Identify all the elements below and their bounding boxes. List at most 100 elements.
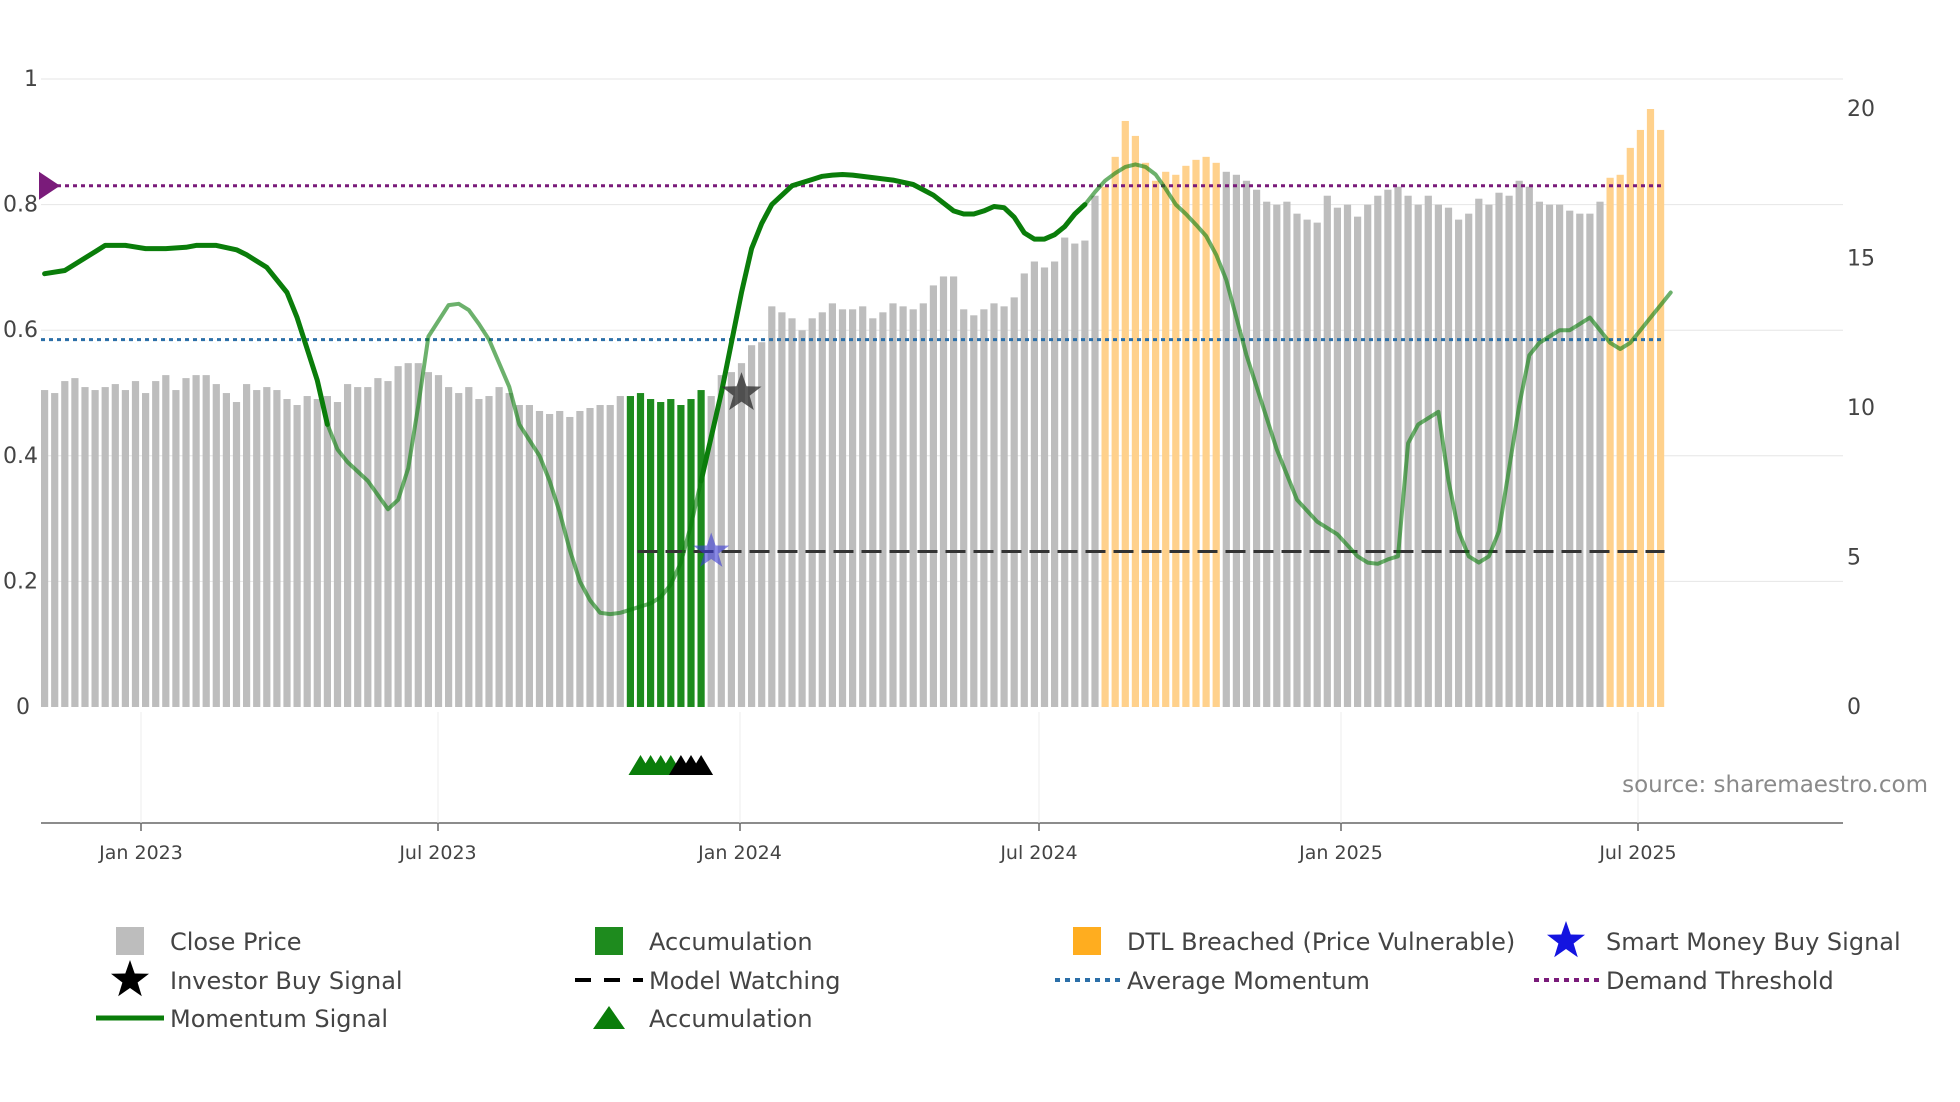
close-price-bar bbox=[1333, 207, 1341, 708]
legend-swatch-close-price bbox=[116, 927, 144, 955]
close-price-bar bbox=[849, 309, 857, 707]
close-price-bar bbox=[71, 378, 79, 707]
left-tick-label: 0.2 bbox=[3, 569, 38, 594]
legend-label: Model Watching bbox=[649, 967, 841, 995]
legend-label: DTL Breached (Price Vulnerable) bbox=[1127, 928, 1515, 956]
dtl-breached-bar bbox=[1182, 165, 1190, 707]
legend-item: DTL Breached (Price Vulnerable) bbox=[1073, 927, 1515, 956]
dtl-breached-bar bbox=[1172, 174, 1180, 707]
close-price-bar bbox=[929, 285, 937, 707]
close-price-bar bbox=[889, 303, 897, 707]
close-price-bar bbox=[1242, 180, 1251, 707]
dtl-breached-bar bbox=[1192, 159, 1200, 707]
close-price-bar bbox=[1374, 195, 1382, 707]
close-price-bar bbox=[950, 276, 958, 707]
x-tick-label: Jan 2025 bbox=[1298, 842, 1383, 864]
left-tick-label: 0.4 bbox=[3, 444, 38, 469]
close-price-bar bbox=[616, 396, 624, 707]
close-price-bar bbox=[1434, 204, 1442, 707]
close-price-bar bbox=[1313, 222, 1321, 707]
close-price-bar bbox=[344, 384, 352, 707]
close-price-bar bbox=[495, 387, 503, 707]
close-price-bar bbox=[131, 381, 140, 707]
close-price-bar bbox=[1061, 237, 1069, 707]
dtl-breached-bar bbox=[1657, 129, 1665, 707]
close-price-bar bbox=[505, 393, 513, 707]
close-price-bar bbox=[1424, 195, 1432, 707]
close-price-bar bbox=[232, 402, 241, 707]
close-price-bar bbox=[1232, 174, 1240, 707]
close-price-bar bbox=[879, 312, 887, 707]
close-price-bar bbox=[455, 393, 463, 707]
close-price-bar bbox=[525, 405, 533, 707]
close-price-bar bbox=[768, 306, 776, 707]
close-price-bar bbox=[394, 366, 402, 707]
close-price-bar bbox=[1475, 198, 1483, 707]
dtl-breached-bar bbox=[1646, 109, 1655, 707]
accumulation-bar bbox=[687, 399, 695, 707]
close-price-bar bbox=[1465, 213, 1473, 707]
close-price-bar bbox=[273, 390, 281, 707]
left-tick-label: 1 bbox=[24, 67, 38, 92]
accumulation-bar bbox=[657, 402, 665, 707]
close-price-bar bbox=[1020, 273, 1028, 707]
close-price-bar bbox=[919, 303, 927, 707]
close-price-bar bbox=[404, 363, 412, 707]
source-label: source: sharemaestro.com bbox=[1622, 772, 1928, 798]
close-price-bar bbox=[535, 410, 544, 707]
close-price-bar bbox=[424, 372, 432, 707]
price-bars bbox=[41, 109, 1665, 708]
dtl-breached-bar bbox=[1101, 186, 1109, 708]
demand-threshold-marker bbox=[39, 171, 60, 200]
close-price-bar bbox=[364, 387, 372, 707]
close-price-bar bbox=[909, 309, 917, 707]
close-price-bar bbox=[1414, 204, 1422, 707]
momentum-line-group bbox=[42, 162, 1673, 617]
close-price-bar bbox=[1091, 195, 1099, 707]
close-price-bar bbox=[253, 390, 261, 707]
close-price-bar bbox=[1535, 201, 1543, 707]
dtl-breached-bar bbox=[1212, 162, 1220, 707]
close-price-bar bbox=[162, 375, 170, 707]
dtl-breached-bar bbox=[1202, 156, 1210, 708]
close-price-bar bbox=[222, 393, 230, 707]
close-price-bar bbox=[828, 303, 836, 707]
close-price-bar bbox=[465, 387, 473, 707]
close-price-bar bbox=[111, 384, 119, 707]
close-price-bar bbox=[323, 396, 331, 707]
close-price-bar bbox=[243, 384, 251, 707]
close-price-bar bbox=[1354, 216, 1362, 707]
dtl-breached-bar bbox=[1121, 120, 1129, 707]
right-tick-label: 0 bbox=[1847, 695, 1861, 720]
close-price-bar bbox=[192, 375, 200, 707]
close-price-bar bbox=[818, 312, 826, 707]
x-axis-ticks: Jan 2023 Jul 2023 Jan 2024 Jul 2024 Jan 2025… bbox=[98, 712, 1677, 864]
accumulation-markers bbox=[628, 755, 714, 775]
investor-buy-signal-star bbox=[721, 372, 762, 410]
x-tick-label: Jan 2023 bbox=[98, 842, 183, 864]
close-price-bar bbox=[788, 318, 796, 707]
close-price-bar bbox=[1505, 195, 1513, 707]
close-price-bar bbox=[61, 381, 69, 707]
close-price-bar bbox=[414, 363, 422, 707]
legend-label: Accumulation bbox=[649, 1005, 813, 1033]
close-price-bar bbox=[576, 410, 584, 707]
dtl-breached-bar bbox=[1606, 177, 1614, 707]
right-tick-label: 20 bbox=[1847, 97, 1875, 122]
close-price-bar bbox=[1010, 297, 1018, 707]
close-price-bar bbox=[81, 387, 89, 707]
legend-item: Average Momentum bbox=[1055, 967, 1370, 995]
close-price-bar bbox=[172, 390, 180, 707]
close-price-bar bbox=[798, 330, 806, 707]
close-price-bar bbox=[566, 416, 574, 707]
close-price-bar bbox=[606, 405, 614, 707]
momentum-signal-line-bright bbox=[42, 242, 330, 427]
close-price-bar bbox=[182, 378, 190, 707]
close-price-bar bbox=[1455, 219, 1463, 707]
close-price-bar bbox=[1040, 267, 1049, 707]
smart-money-buy-signal-star bbox=[693, 532, 730, 567]
close-price-bar bbox=[283, 399, 291, 707]
legend-item: Model Watching bbox=[575, 967, 841, 995]
right-tick-label: 15 bbox=[1847, 247, 1875, 272]
